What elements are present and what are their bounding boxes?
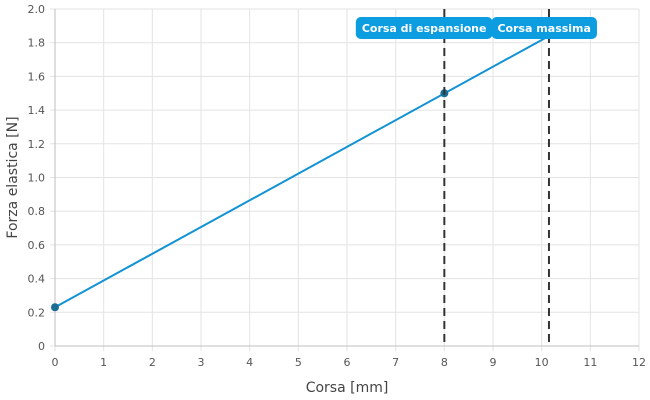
x-tick-label: 1 [100, 356, 107, 369]
annotation-label-box [491, 17, 597, 39]
x-tick-label: 12 [632, 356, 646, 369]
annotation-label: Corsa massima [491, 17, 597, 39]
y-tick-label: 1.0 [28, 172, 46, 185]
x-tick-label: 5 [295, 356, 302, 369]
x-tick-label: 11 [583, 356, 597, 369]
axes: 0 1 2 3 4 5 6 7 8 9 10 11 1200.20.40.60.81.01.21.41.… [28, 3, 647, 369]
y-tick-label: 1.4 [28, 104, 46, 117]
x-tick-label: 0 [52, 356, 59, 369]
grid [50, 8, 640, 351]
series [51, 35, 550, 312]
y-tick-label: 0 [38, 340, 45, 353]
annotation-label-text: Corsa massima [497, 22, 591, 35]
x-tick-label: 4 [246, 356, 253, 369]
annotation-label: Corsa di espansione [355, 17, 493, 39]
x-tick-label: 6 [344, 356, 351, 369]
y-tick-label: 0.4 [28, 273, 46, 286]
y-tick-label: 0.2 [28, 306, 46, 319]
annotations: Corsa di espansione Corsa massima [355, 9, 597, 346]
y-tick-label: 0.8 [28, 205, 46, 218]
y-tick-label: 1.6 [28, 70, 46, 83]
x-tick-label: 8 [441, 356, 448, 369]
y-tick-label: 2.0 [28, 3, 46, 16]
y-tick-label: 1.8 [28, 37, 46, 50]
y-tick-label: 0.6 [28, 239, 46, 252]
y-axis-title: Forza elastica [N] [5, 116, 21, 238]
x-axis-title: Corsa [mm] [306, 380, 389, 396]
x-tick-label: 2 [149, 356, 156, 369]
annotation-label-text: Corsa di espansione [362, 22, 487, 35]
series-line [54, 35, 550, 309]
annotation-label-box [355, 17, 493, 39]
x-tick-label: 10 [535, 356, 549, 369]
data-point [51, 303, 59, 312]
y-tick-label: 1.2 [28, 138, 46, 151]
x-tick-label: 7 [392, 356, 399, 369]
x-tick-label: 3 [198, 356, 205, 369]
x-tick-label: 9 [490, 356, 497, 369]
